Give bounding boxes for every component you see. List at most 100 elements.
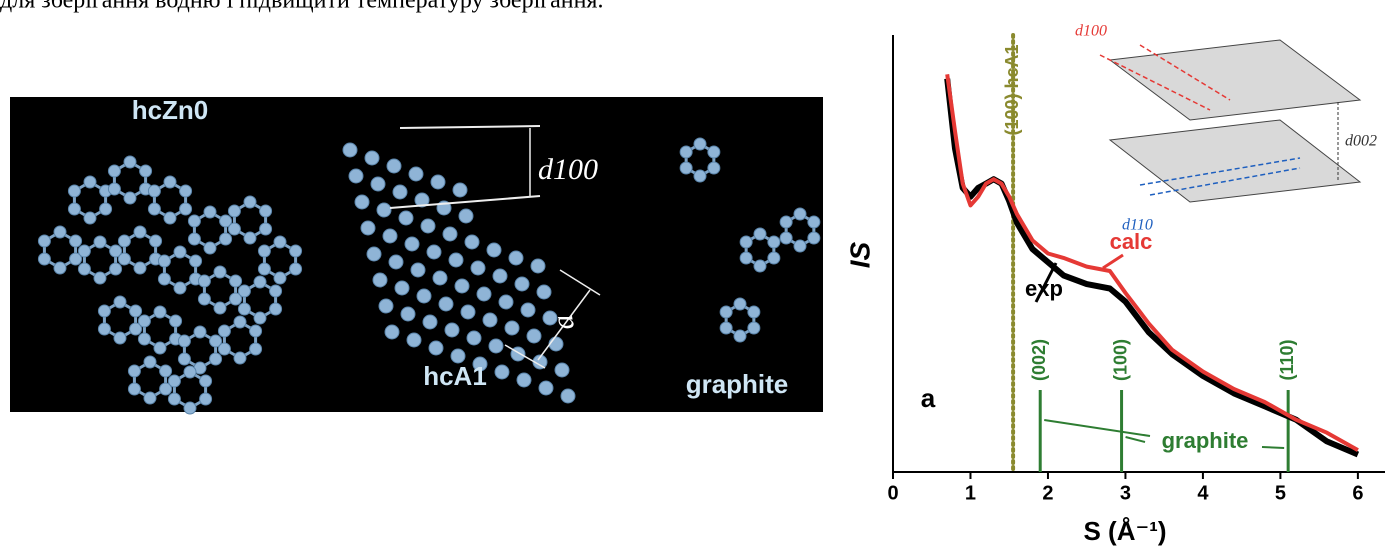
atom: [493, 269, 507, 283]
atom: [549, 337, 563, 351]
atom: [385, 325, 399, 339]
atom: [694, 170, 706, 182]
atom: [509, 251, 523, 265]
atom: [218, 325, 230, 337]
atom: [114, 332, 126, 344]
atom: [178, 335, 190, 347]
atom: [274, 236, 286, 248]
atom: [768, 236, 780, 248]
atom: [198, 275, 210, 287]
atom: [140, 165, 152, 177]
atom: [489, 339, 503, 353]
atom: [234, 316, 246, 328]
atom: [734, 298, 746, 310]
atom: [808, 216, 820, 228]
atom: [708, 162, 720, 174]
atom: [495, 365, 509, 379]
atom: [395, 281, 409, 295]
annotation-arrow: [1103, 255, 1123, 268]
atom: [214, 266, 226, 278]
atom: [258, 245, 270, 257]
atom: [754, 228, 766, 240]
atom: [260, 205, 272, 217]
atom: [254, 312, 266, 324]
atom: [54, 262, 66, 274]
reference-label: (110): [1277, 339, 1297, 380]
atom: [38, 235, 50, 247]
atom: [780, 232, 792, 244]
atom: [521, 303, 535, 317]
atom: [184, 366, 196, 378]
atom: [407, 333, 421, 347]
reference-label: (002): [1029, 339, 1049, 381]
atom: [445, 323, 459, 337]
caption-fragment: для зберігання водню і підвищити темпера…: [0, 0, 603, 14]
atom: [250, 343, 262, 355]
x-tick-label: 6: [1352, 482, 1363, 504]
atom: [411, 263, 425, 277]
atom: [228, 223, 240, 235]
atom: [158, 255, 170, 267]
atom: [180, 185, 192, 197]
structure-label: hcZn0: [132, 95, 209, 125]
inset-label: d002: [1345, 133, 1377, 150]
atom: [178, 353, 190, 365]
atom: [417, 289, 431, 303]
atom: [168, 393, 180, 405]
structure-label: graphite: [686, 369, 789, 399]
group-label: graphite: [1162, 428, 1249, 453]
atom: [680, 146, 692, 158]
atom: [254, 276, 266, 288]
atom: [429, 341, 443, 355]
atom: [780, 216, 792, 228]
atom: [250, 325, 262, 337]
atom: [455, 279, 469, 293]
group-arrow: [1044, 420, 1150, 436]
atom: [168, 375, 180, 387]
atom: [499, 295, 513, 309]
atom: [349, 169, 363, 183]
graphene-layer: [1110, 40, 1360, 120]
atom: [477, 287, 491, 301]
x-tick-label: 2: [1042, 482, 1053, 504]
atom: [98, 323, 110, 335]
atom: [405, 237, 419, 251]
atom: [379, 299, 393, 313]
atom: [527, 329, 541, 343]
atom: [134, 262, 146, 274]
atom: [720, 306, 732, 318]
x-tick-label: 4: [1197, 482, 1209, 504]
group-arrow: [1262, 447, 1284, 448]
dimension-label: d100: [538, 153, 598, 186]
atom: [204, 242, 216, 254]
atom: [100, 203, 112, 215]
atom: [150, 235, 162, 247]
atom: [393, 185, 407, 199]
atom: [808, 232, 820, 244]
x-axis-label: S (Å⁻¹): [1083, 516, 1166, 546]
atom: [84, 212, 96, 224]
atom: [148, 185, 160, 197]
atom: [768, 252, 780, 264]
atom: [461, 305, 475, 319]
atom: [110, 263, 122, 275]
atom: [355, 195, 369, 209]
atom: [108, 183, 120, 195]
atom: [230, 275, 242, 287]
atom: [794, 208, 806, 220]
x-tick-label: 0: [887, 482, 898, 504]
atom: [164, 212, 176, 224]
atom: [377, 203, 391, 217]
atom: [180, 203, 192, 215]
atom: [274, 272, 286, 284]
atom: [200, 393, 212, 405]
atom: [84, 176, 96, 188]
atom: [258, 263, 270, 275]
atom: [465, 235, 479, 249]
atom: [54, 226, 66, 238]
figure: для зберігання водню і підвищити темпера…: [0, 0, 1393, 554]
atom: [118, 235, 130, 247]
y-axis-label: IS: [844, 241, 875, 268]
atom: [78, 263, 90, 275]
atom: [130, 305, 142, 317]
